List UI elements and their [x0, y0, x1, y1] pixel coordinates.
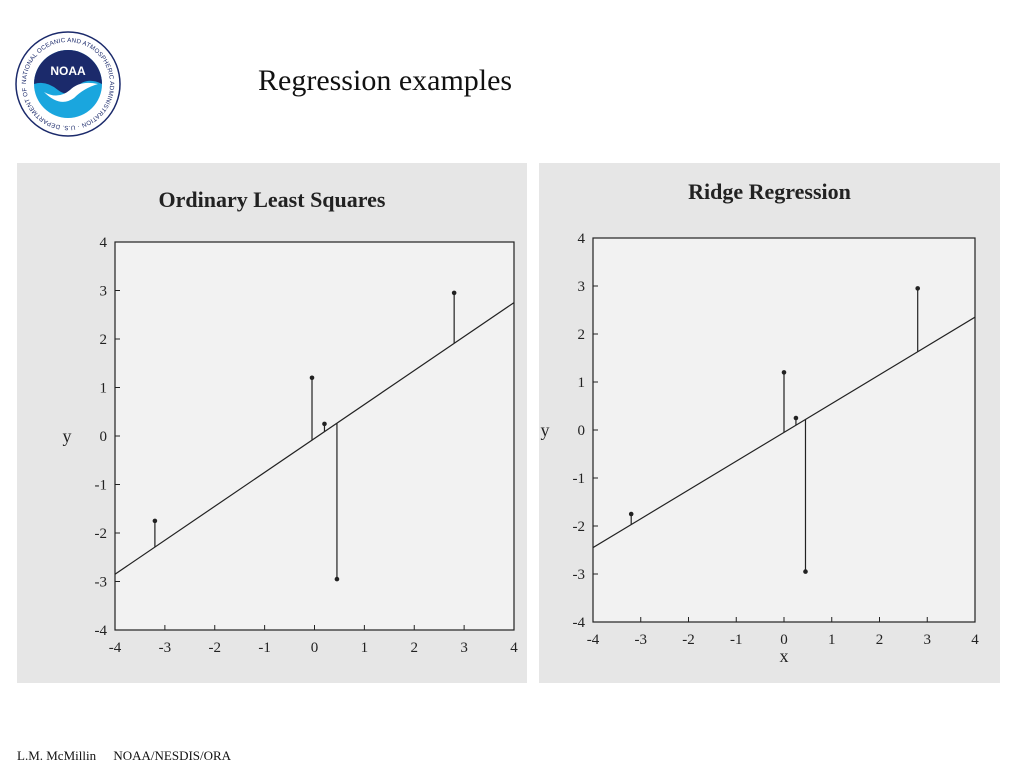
- ridge-ytick-label: -1: [573, 471, 586, 487]
- ridge-point: [628, 511, 634, 517]
- footer: L.M. McMillin NOAA/NESDIS/ORA: [17, 748, 245, 764]
- chart-panel-ridge: Ridge Regression -4 -3 -2 -1 0 1 2 3 4 -4 -3 -2 -1 0 1…: [539, 163, 1000, 683]
- ols-ytick-label: -3: [95, 575, 108, 591]
- ols-point: [322, 421, 327, 427]
- ols-point: [334, 576, 340, 582]
- ols-xtick-label: -3: [159, 640, 172, 656]
- ols-fit-line: [115, 302, 514, 575]
- ols-ytick-label: 0: [100, 429, 108, 445]
- ridge-ytick-label: 2: [578, 327, 586, 343]
- ridge-point: [803, 569, 808, 574]
- ols-xtick-label: -4: [109, 640, 122, 656]
- ridge-point: [781, 370, 787, 375]
- ridge-ytick-label: 3: [578, 279, 586, 295]
- ridge-xtick-label: 3: [924, 632, 932, 648]
- ols-ytick-label: -4: [95, 623, 108, 639]
- ols-ytick-label: -2: [95, 526, 108, 542]
- chart-title-ols: Ordinary Least Squares: [158, 187, 386, 212]
- noaa-logo: NATIONAL OCEANIC AND ATMOSPHERIC ADMINIS…: [14, 30, 121, 137]
- ols-ylabel: y: [63, 426, 72, 446]
- ols-point: [152, 518, 158, 524]
- ols-xtick-label: -1: [258, 640, 271, 656]
- ridge-point: [793, 415, 799, 421]
- ridge-ytick-label: 0: [578, 423, 586, 439]
- ols-point: [309, 375, 315, 381]
- ridge-ytick-label: 4: [578, 231, 586, 247]
- ols-ytick-label: 2: [100, 332, 108, 348]
- chart-panel-ols: Ordinary Least Squares -4 -3 -2 -1 0 1 2 3 4 -4 -3…: [17, 163, 527, 683]
- ols-ytick-label: 1: [100, 381, 108, 397]
- slide-title: Regression examples: [258, 64, 513, 97]
- ols-point: [451, 290, 457, 296]
- chart-ols: -4 -3 -2 -1 0 1 2 3 4 -4 -3 -2 -1 0 1 2 3 4 y: [63, 235, 519, 656]
- ridge-xtick-label: -2: [682, 632, 695, 648]
- ols-ytick-label: 3: [100, 284, 108, 300]
- ols-xtick-label: 1: [361, 640, 369, 656]
- footer-org: NOAA/NESDIS/ORA: [113, 748, 232, 763]
- footer-author: L.M. McMillin: [17, 748, 97, 763]
- logo-center-text: NOAA: [50, 64, 86, 78]
- ols-ytick-label: 4: [100, 235, 108, 251]
- ridge-ytick-label: -4: [573, 615, 586, 631]
- ridge-ytick-label: -2: [573, 519, 586, 535]
- ridge-xtick-label: 4: [971, 632, 979, 648]
- chart-title-ridge: Ridge Regression: [688, 179, 851, 204]
- ols-plot-frame: [114, 241, 515, 631]
- ols-xtick-label: -2: [209, 640, 222, 656]
- ols-ytick-label: -1: [95, 478, 108, 494]
- ridge-xlabel: x: [780, 646, 789, 666]
- ridge-xtick-label: -1: [730, 632, 743, 648]
- ridge-xtick-label: -4: [587, 632, 600, 648]
- ols-xtick-label: 3: [460, 640, 468, 656]
- ridge-ytick-label: -3: [573, 567, 586, 583]
- ols-xtick-label: 2: [411, 640, 419, 656]
- ols-fit-group: [115, 302, 514, 575]
- ridge-ytick-label: 1: [578, 375, 586, 391]
- ols-xtick-label: 0: [311, 640, 319, 656]
- ridge-xtick-label: 1: [828, 632, 836, 648]
- chart-ridge: -4 -3 -2 -1 0 1 2 3 4 -4 -3 -2 -1 0 1 2 3 4 y x: [541, 231, 980, 666]
- ridge-xtick-label: 2: [876, 632, 884, 648]
- ridge-xtick-label: -3: [635, 632, 648, 648]
- ridge-ylabel: y: [541, 420, 550, 440]
- ridge-xtick-label: 0: [780, 632, 788, 648]
- ols-xtick-label: 4: [510, 640, 518, 656]
- ridge-point: [915, 286, 920, 291]
